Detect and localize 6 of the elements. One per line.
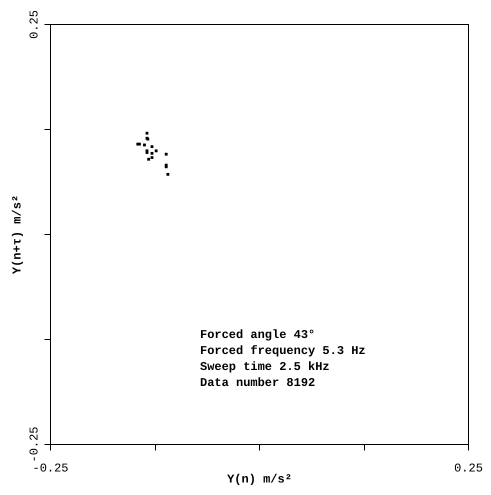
y-axis-title: Y(n+τ) m/s² [10, 194, 24, 274]
annotation: Data number 8192 [200, 376, 316, 390]
annotation: Forced angle 43° [200, 328, 316, 342]
annotation: Forced frequency 5.3 Hz [200, 344, 366, 358]
x-axis-title: Y(n) m/s² [227, 472, 292, 486]
annotation: Sweep time 2.5 kHz [200, 360, 330, 374]
